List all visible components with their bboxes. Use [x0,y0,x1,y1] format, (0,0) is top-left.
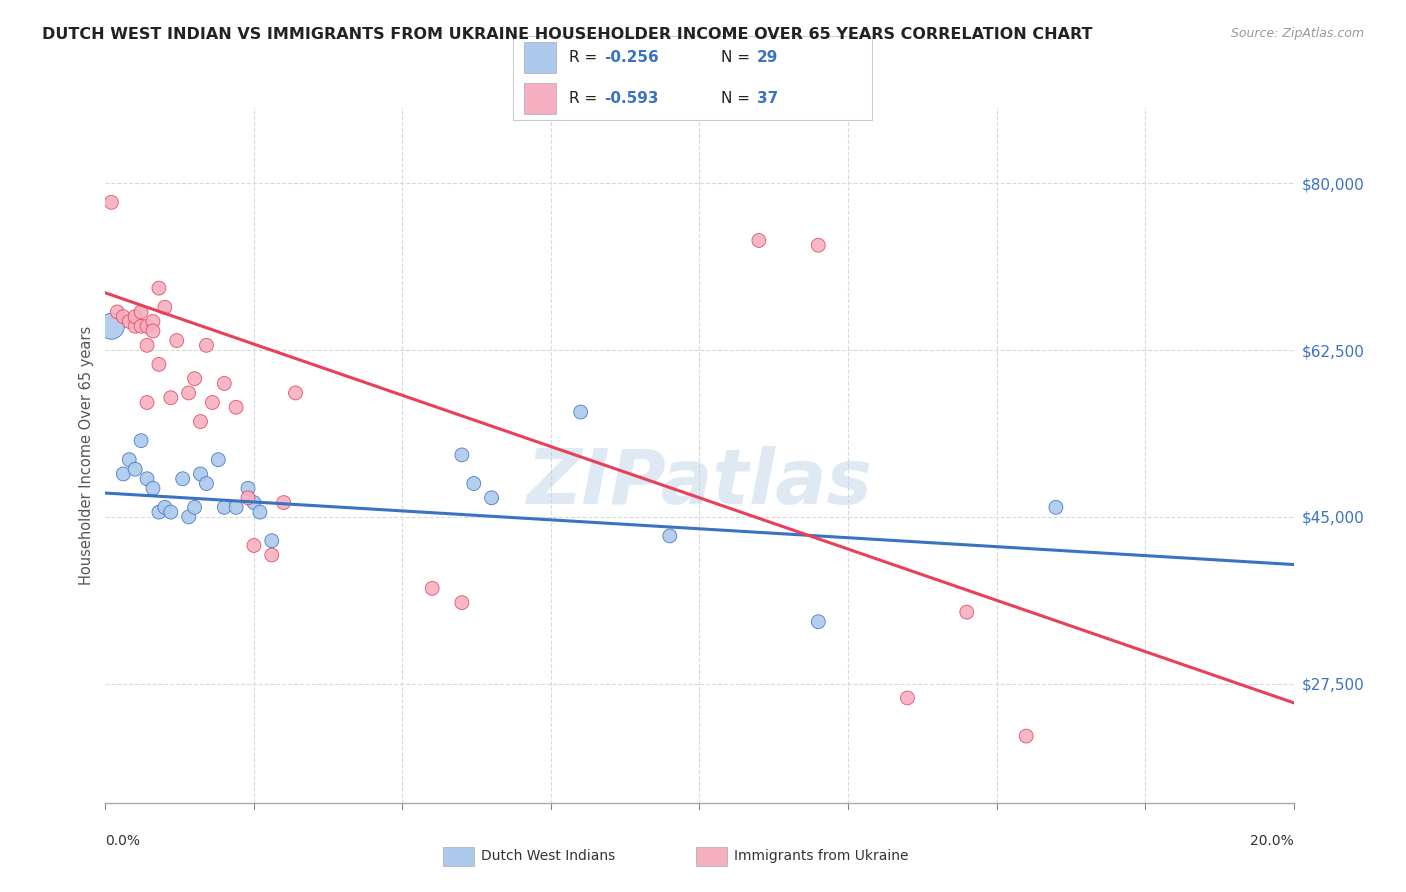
Point [153,300,176,314]
Point [124,462,146,476]
Point [136,472,159,486]
Point [481,491,503,505]
Point [112,310,135,324]
Point [420,582,443,596]
Point [450,596,472,610]
Point [201,395,224,409]
Point [260,548,283,562]
Point [225,500,247,515]
Point [118,314,141,328]
Point [177,509,200,524]
Point [159,505,181,519]
Text: Dutch West Indians: Dutch West Indians [481,849,614,863]
Point [100,319,122,334]
Text: 37: 37 [756,91,779,106]
Text: -0.593: -0.593 [605,91,659,106]
Point [142,314,165,328]
Text: ZIPatlas: ZIPatlas [526,446,873,520]
Point [1045,500,1067,515]
Text: 29: 29 [756,50,779,65]
Point [249,505,271,519]
Point [284,386,307,401]
Point [243,539,266,553]
Text: 0.0%: 0.0% [105,834,141,848]
Point [124,310,146,324]
Point [807,615,830,629]
Point [124,319,146,334]
Point [129,319,152,334]
Point [236,491,259,505]
Point [956,605,979,619]
Point [214,500,236,515]
Point [142,481,165,495]
Point [148,505,170,519]
Text: R =: R = [569,91,602,106]
Bar [524,43,557,73]
Point [243,495,266,509]
Point [190,467,212,481]
Text: 20.0%: 20.0% [1250,834,1294,848]
Point [183,372,205,386]
Point [136,338,159,352]
Point [159,391,181,405]
Point [177,386,200,401]
Point [148,357,170,371]
Point [118,452,141,467]
Point [225,401,247,415]
Point [1015,729,1038,743]
Point [148,281,170,295]
Point [569,405,592,419]
Point [190,415,212,429]
Point [236,481,259,495]
Text: N =: N = [721,91,755,106]
Point [450,448,472,462]
Text: DUTCH WEST INDIAN VS IMMIGRANTS FROM UKRAINE HOUSEHOLDER INCOME OVER 65 YEARS CO: DUTCH WEST INDIAN VS IMMIGRANTS FROM UKR… [42,27,1092,42]
Point [136,395,159,409]
Text: Source: ZipAtlas.com: Source: ZipAtlas.com [1230,27,1364,40]
Text: R =: R = [569,50,602,65]
Point [100,195,122,210]
Text: Immigrants from Ukraine: Immigrants from Ukraine [734,849,908,863]
Point [142,324,165,338]
Point [195,476,218,491]
Text: -0.256: -0.256 [605,50,659,65]
Bar [524,83,557,113]
Point [105,305,128,319]
Point [214,376,236,391]
Text: N =: N = [721,50,755,65]
Point [172,472,194,486]
Point [273,495,295,509]
Point [658,529,681,543]
Point [166,334,188,348]
Point [195,338,218,352]
Point [807,238,830,252]
Point [463,476,485,491]
Point [112,467,135,481]
Point [896,690,918,705]
Point [136,319,159,334]
Point [129,305,152,319]
Point [207,452,229,467]
Point [153,500,176,515]
Point [129,434,152,448]
Point [748,234,770,248]
Point [260,533,283,548]
Y-axis label: Householder Income Over 65 years: Householder Income Over 65 years [79,326,94,584]
Point [183,500,205,515]
